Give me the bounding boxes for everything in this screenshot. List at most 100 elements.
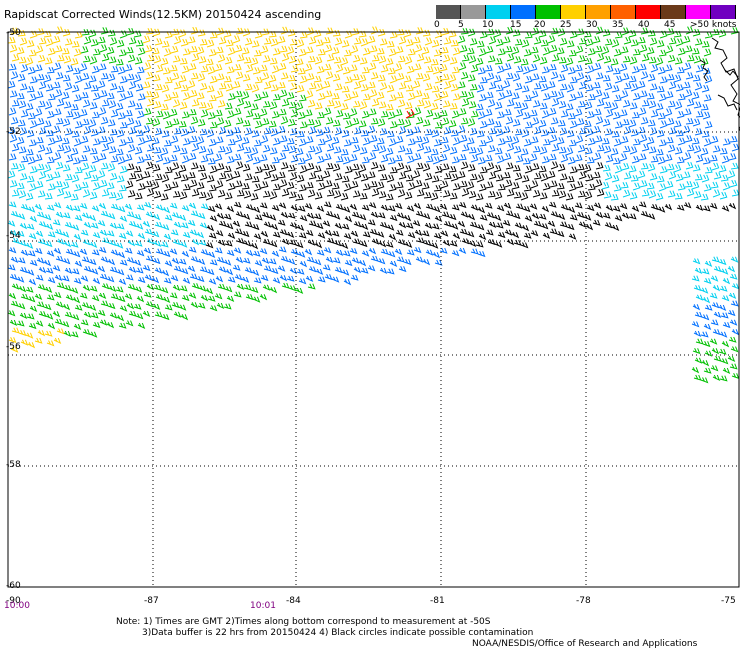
wind-barb xyxy=(388,184,397,192)
wind-barb xyxy=(100,210,109,217)
wind-barb xyxy=(153,101,162,109)
wind-barb xyxy=(378,101,387,109)
wind-barb xyxy=(207,251,216,259)
wind-barb xyxy=(532,146,541,153)
wind-barb xyxy=(398,36,407,45)
wind-barb xyxy=(107,119,116,127)
wind-barb xyxy=(36,301,45,308)
wind-barb xyxy=(351,211,360,218)
wind-barb xyxy=(520,102,529,111)
wind-barb xyxy=(388,94,397,102)
wind-barb xyxy=(434,76,443,84)
wind-barb xyxy=(90,268,99,275)
wind-barb xyxy=(52,35,61,44)
wind-barb xyxy=(182,138,191,146)
wind-barb xyxy=(314,242,323,249)
wind-barb xyxy=(27,250,36,257)
wind-barb xyxy=(54,45,63,53)
wind-barb xyxy=(378,241,387,248)
wind-barb xyxy=(467,118,476,127)
wind-barb xyxy=(521,175,530,183)
wind-barb xyxy=(479,166,488,174)
wind-barb xyxy=(379,267,388,275)
wind-barb xyxy=(316,112,325,119)
wind-barb xyxy=(178,164,187,173)
wind-barb xyxy=(107,303,116,310)
wind-barb xyxy=(43,260,52,267)
wind-barb xyxy=(89,241,98,249)
wind-barb xyxy=(271,65,280,74)
wind-barb xyxy=(486,162,495,171)
wind-barb xyxy=(424,172,433,181)
lon-label: -84 xyxy=(286,596,301,606)
wind-barb xyxy=(146,188,155,197)
wind-barb xyxy=(152,214,161,221)
wind-barb xyxy=(450,173,459,182)
wind-barb xyxy=(82,55,91,63)
wind-barb xyxy=(388,138,397,147)
wind-barb xyxy=(351,257,360,264)
wind-barb xyxy=(515,155,524,163)
wind-barb xyxy=(629,192,638,200)
wind-barb xyxy=(62,212,71,219)
wind-barb xyxy=(198,239,207,246)
wind-barb xyxy=(115,286,124,293)
wind-barb xyxy=(241,276,250,284)
wind-barb xyxy=(700,287,709,294)
wind-barb xyxy=(350,230,359,238)
scale-swatch-6 xyxy=(586,5,611,19)
wind-barb xyxy=(550,71,559,80)
wind-barb xyxy=(52,265,61,272)
wind-barb xyxy=(196,136,205,145)
wind-barb xyxy=(504,89,513,98)
wind-barb xyxy=(26,175,35,183)
wind-barb xyxy=(295,194,304,201)
wind-barb xyxy=(180,222,189,229)
wind-barb xyxy=(396,118,405,126)
wind-barb xyxy=(154,221,163,228)
wind-barb xyxy=(106,322,115,329)
wind-barb xyxy=(235,71,244,80)
wind-barb xyxy=(389,260,398,268)
wind-barb xyxy=(601,46,610,55)
wind-barb xyxy=(137,233,146,240)
wind-barb xyxy=(299,165,308,174)
wind-barb xyxy=(217,146,226,153)
wind-barb xyxy=(595,212,604,219)
wind-barb xyxy=(188,152,197,161)
wind-barb xyxy=(89,148,98,155)
wind-barb xyxy=(118,139,127,147)
wind-barb xyxy=(245,204,254,211)
wind-barb xyxy=(656,40,665,48)
wind-barb xyxy=(18,286,27,293)
wind-barb xyxy=(153,190,162,199)
wind-barb xyxy=(8,153,17,161)
scale-swatch-5 xyxy=(561,5,586,19)
wind-barb xyxy=(127,54,136,63)
wind-barb xyxy=(542,232,551,240)
wind-barb xyxy=(702,297,711,304)
wind-barb xyxy=(694,38,703,46)
wind-barb xyxy=(484,154,493,162)
wind-barb xyxy=(550,211,559,218)
wind-barb xyxy=(443,81,452,90)
wind-barb xyxy=(25,332,34,339)
wind-barb xyxy=(308,126,317,135)
wind-barb xyxy=(71,41,80,48)
wind-barb xyxy=(52,171,61,179)
wind-barb xyxy=(250,103,259,111)
wind-barb xyxy=(547,220,556,228)
wind-barb xyxy=(523,95,532,102)
wind-barb xyxy=(730,162,739,170)
wind-barb xyxy=(459,134,468,143)
wind-barb xyxy=(369,89,378,98)
wind-barb xyxy=(502,220,511,227)
wind-barb xyxy=(425,203,434,210)
wind-barb xyxy=(173,36,182,45)
wind-barb xyxy=(622,145,631,153)
wind-barb xyxy=(604,172,613,181)
note-line-3: NOAA/NESDIS/Office of Research and Appli… xyxy=(472,639,698,649)
wind-barb xyxy=(460,117,469,125)
wind-barb xyxy=(614,31,623,39)
wind-barb xyxy=(142,221,151,228)
